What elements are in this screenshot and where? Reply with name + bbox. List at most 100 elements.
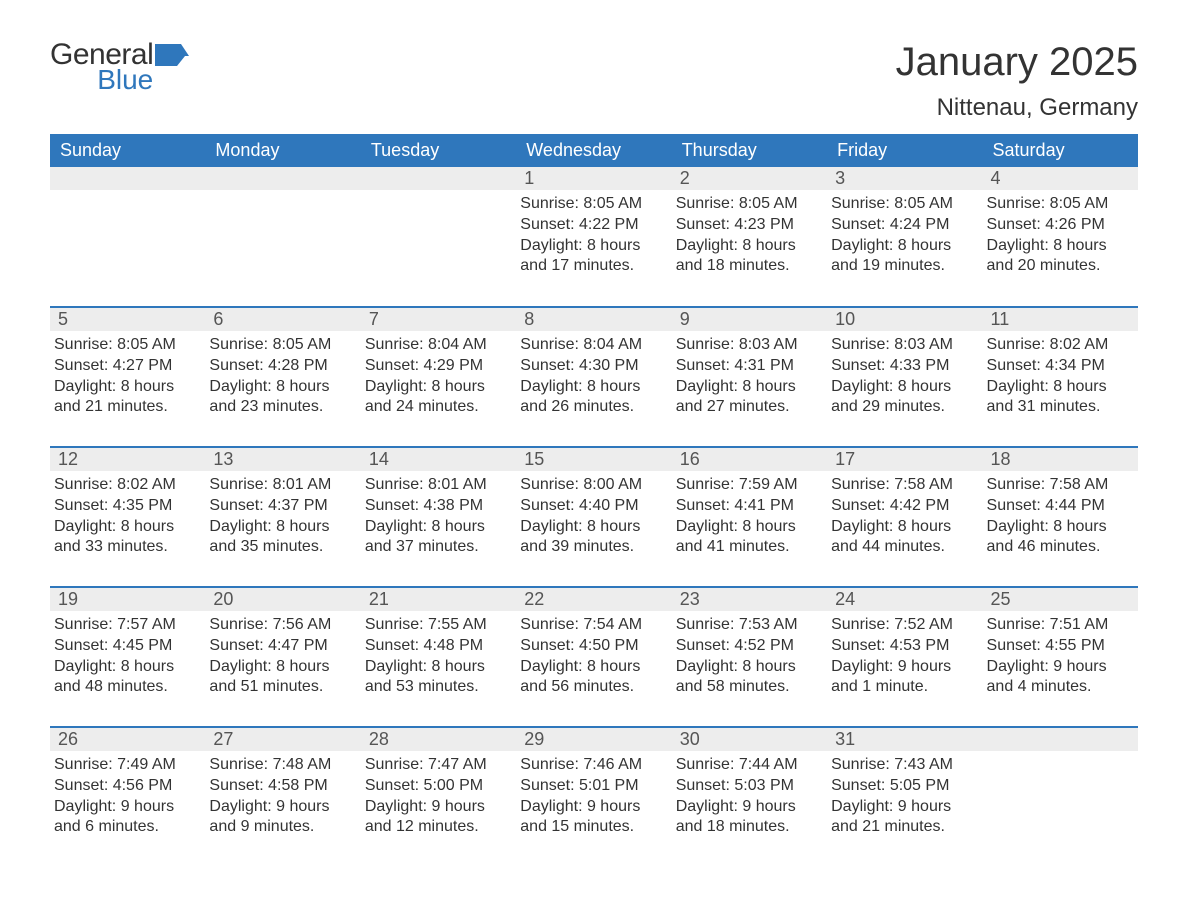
sunrise-text: Sunrise: 7:58 AM <box>987 475 1130 496</box>
sunrise-text: Sunrise: 7:49 AM <box>54 755 197 776</box>
flag-icon <box>155 44 189 68</box>
weekday-header-row: Sunday Monday Tuesday Wednesday Thursday… <box>50 134 1138 167</box>
day-number: 23 <box>672 588 827 611</box>
week-row: 5Sunrise: 8:05 AMSunset: 4:27 PMDaylight… <box>50 307 1138 447</box>
day-number: 1 <box>516 167 671 190</box>
day-cell: 12Sunrise: 8:02 AMSunset: 4:35 PMDayligh… <box>50 447 205 587</box>
weekday-header: Sunday <box>50 134 205 167</box>
day-number: 14 <box>361 448 516 471</box>
day-cell: 18Sunrise: 7:58 AMSunset: 4:44 PMDayligh… <box>983 447 1138 587</box>
day-number: 13 <box>205 448 360 471</box>
day-cell <box>983 727 1138 867</box>
daylight-text: Daylight: 8 hours and 44 minutes. <box>831 517 974 559</box>
daylight-text: Daylight: 8 hours and 58 minutes. <box>676 657 819 699</box>
day-number: 21 <box>361 588 516 611</box>
sunrise-text: Sunrise: 7:54 AM <box>520 615 663 636</box>
sunset-text: Sunset: 5:00 PM <box>365 776 508 797</box>
day-number: 4 <box>983 167 1138 190</box>
sunrise-text: Sunrise: 7:51 AM <box>987 615 1130 636</box>
sunrise-text: Sunrise: 7:47 AM <box>365 755 508 776</box>
day-cell: 25Sunrise: 7:51 AMSunset: 4:55 PMDayligh… <box>983 587 1138 727</box>
sunset-text: Sunset: 5:05 PM <box>831 776 974 797</box>
sunrise-text: Sunrise: 8:05 AM <box>831 194 974 215</box>
sunrise-text: Sunrise: 7:58 AM <box>831 475 974 496</box>
sunset-text: Sunset: 4:29 PM <box>365 356 508 377</box>
day-number: 7 <box>361 308 516 331</box>
day-number: 29 <box>516 728 671 751</box>
sunrise-text: Sunrise: 8:00 AM <box>520 475 663 496</box>
location: Nittenau, Germany <box>896 94 1138 122</box>
sunset-text: Sunset: 4:26 PM <box>987 215 1130 236</box>
sunrise-text: Sunrise: 8:04 AM <box>520 335 663 356</box>
day-number: 25 <box>983 588 1138 611</box>
day-content: Sunrise: 7:55 AMSunset: 4:48 PMDaylight:… <box>361 611 516 702</box>
day-content: Sunrise: 7:53 AMSunset: 4:52 PMDaylight:… <box>672 611 827 702</box>
sunset-text: Sunset: 4:27 PM <box>54 356 197 377</box>
daylight-text: Daylight: 9 hours and 21 minutes. <box>831 797 974 839</box>
weekday-header: Tuesday <box>361 134 516 167</box>
day-number: 26 <box>50 728 205 751</box>
day-cell: 26Sunrise: 7:49 AMSunset: 4:56 PMDayligh… <box>50 727 205 867</box>
sunset-text: Sunset: 4:41 PM <box>676 496 819 517</box>
daylight-text: Daylight: 8 hours and 24 minutes. <box>365 377 508 419</box>
day-number: 2 <box>672 167 827 190</box>
daylight-text: Daylight: 8 hours and 35 minutes. <box>209 517 352 559</box>
day-number: 17 <box>827 448 982 471</box>
daylight-text: Daylight: 8 hours and 18 minutes. <box>676 236 819 278</box>
daylight-text: Daylight: 8 hours and 48 minutes. <box>54 657 197 699</box>
day-content: Sunrise: 8:02 AMSunset: 4:34 PMDaylight:… <box>983 331 1138 422</box>
daylight-text: Daylight: 8 hours and 33 minutes. <box>54 517 197 559</box>
weekday-header: Thursday <box>672 134 827 167</box>
day-cell: 16Sunrise: 7:59 AMSunset: 4:41 PMDayligh… <box>672 447 827 587</box>
day-cell: 31Sunrise: 7:43 AMSunset: 5:05 PMDayligh… <box>827 727 982 867</box>
day-content: Sunrise: 7:49 AMSunset: 4:56 PMDaylight:… <box>50 751 205 842</box>
page-title: January 2025 <box>896 40 1138 84</box>
daylight-text: Daylight: 8 hours and 53 minutes. <box>365 657 508 699</box>
sunset-text: Sunset: 5:01 PM <box>520 776 663 797</box>
header: General Blue January 2025 Nittenau, Germ… <box>50 40 1138 122</box>
sunrise-text: Sunrise: 7:57 AM <box>54 615 197 636</box>
sunset-text: Sunset: 4:34 PM <box>987 356 1130 377</box>
day-content: Sunrise: 7:47 AMSunset: 5:00 PMDaylight:… <box>361 751 516 842</box>
day-number: 24 <box>827 588 982 611</box>
day-content: Sunrise: 8:05 AMSunset: 4:23 PMDaylight:… <box>672 190 827 281</box>
sunset-text: Sunset: 4:31 PM <box>676 356 819 377</box>
sunrise-text: Sunrise: 7:44 AM <box>676 755 819 776</box>
day-number: 27 <box>205 728 360 751</box>
sunset-text: Sunset: 4:56 PM <box>54 776 197 797</box>
day-content: Sunrise: 7:58 AMSunset: 4:42 PMDaylight:… <box>827 471 982 562</box>
sunrise-text: Sunrise: 8:05 AM <box>54 335 197 356</box>
daylight-text: Daylight: 9 hours and 6 minutes. <box>54 797 197 839</box>
sunset-text: Sunset: 5:03 PM <box>676 776 819 797</box>
logo: General Blue <box>50 40 189 94</box>
sunset-text: Sunset: 4:52 PM <box>676 636 819 657</box>
day-number: 28 <box>361 728 516 751</box>
day-number: 12 <box>50 448 205 471</box>
weekday-header: Wednesday <box>516 134 671 167</box>
day-cell <box>50 167 205 307</box>
daylight-text: Daylight: 8 hours and 17 minutes. <box>520 236 663 278</box>
day-cell: 29Sunrise: 7:46 AMSunset: 5:01 PMDayligh… <box>516 727 671 867</box>
daylight-text: Daylight: 8 hours and 41 minutes. <box>676 517 819 559</box>
day-content: Sunrise: 7:56 AMSunset: 4:47 PMDaylight:… <box>205 611 360 702</box>
daylight-text: Daylight: 8 hours and 26 minutes. <box>520 377 663 419</box>
sunrise-text: Sunrise: 7:48 AM <box>209 755 352 776</box>
week-row: 19Sunrise: 7:57 AMSunset: 4:45 PMDayligh… <box>50 587 1138 727</box>
sunrise-text: Sunrise: 8:01 AM <box>209 475 352 496</box>
day-number: 20 <box>205 588 360 611</box>
sunset-text: Sunset: 4:28 PM <box>209 356 352 377</box>
weekday-header: Friday <box>827 134 982 167</box>
day-content: Sunrise: 8:05 AMSunset: 4:28 PMDaylight:… <box>205 331 360 422</box>
sunrise-text: Sunrise: 8:04 AM <box>365 335 508 356</box>
daylight-text: Daylight: 8 hours and 46 minutes. <box>987 517 1130 559</box>
day-content: Sunrise: 8:05 AMSunset: 4:27 PMDaylight:… <box>50 331 205 422</box>
day-cell: 2Sunrise: 8:05 AMSunset: 4:23 PMDaylight… <box>672 167 827 307</box>
sunset-text: Sunset: 4:37 PM <box>209 496 352 517</box>
daylight-text: Daylight: 8 hours and 31 minutes. <box>987 377 1130 419</box>
day-content: Sunrise: 7:52 AMSunset: 4:53 PMDaylight:… <box>827 611 982 702</box>
sunset-text: Sunset: 4:30 PM <box>520 356 663 377</box>
day-number: 9 <box>672 308 827 331</box>
day-cell: 19Sunrise: 7:57 AMSunset: 4:45 PMDayligh… <box>50 587 205 727</box>
day-cell: 5Sunrise: 8:05 AMSunset: 4:27 PMDaylight… <box>50 307 205 447</box>
logo-blue-text: Blue <box>97 66 153 94</box>
